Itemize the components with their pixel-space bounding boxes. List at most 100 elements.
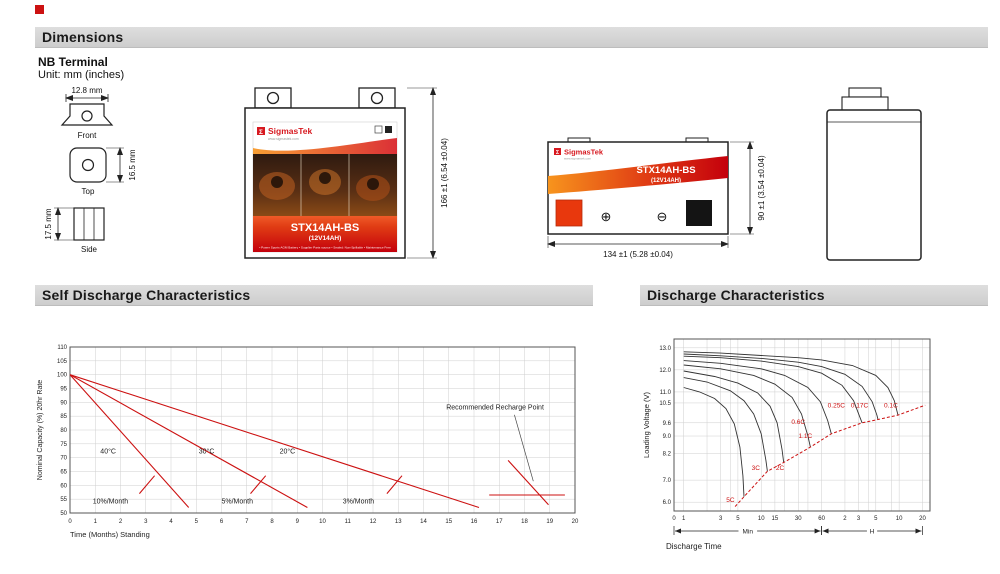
top-terminal-dim: 16.5 mm [128, 149, 137, 180]
x-tick-label: 10 [758, 516, 765, 522]
unit-label: H [870, 529, 875, 536]
x-tick-label: 11 [345, 519, 352, 525]
x-tick-label: 3 [144, 519, 148, 525]
model-rating: (12V14AH) [309, 235, 342, 242]
model-number: STX14AH-BS [291, 222, 359, 234]
series-line-30c [69, 374, 308, 508]
section-title: Self Discharge Characteristics [42, 287, 251, 303]
x-tick-label: 7 [245, 519, 249, 525]
x-tick-label: 60 [818, 516, 825, 522]
curve-0.25C [683, 355, 863, 423]
x-tick-label: 20 [919, 516, 926, 522]
cutoff-line [734, 404, 926, 507]
x-tick-label: 30 [795, 516, 802, 522]
x-tick-label: 0 [68, 519, 72, 525]
front-terminal-label: Front [78, 131, 97, 140]
y-tick-label: 10.5 [659, 401, 671, 407]
unit-label-bg [866, 526, 878, 535]
x-tick-label: 18 [521, 519, 528, 525]
plot-border [673, 338, 931, 512]
x-tick-label: 17 [496, 519, 503, 525]
x-tick-label: 3 [719, 516, 723, 522]
terminal-drawings: 12.8 mm Front 16.5 mm Top 17.5 mm Side [44, 86, 137, 254]
side-terminal-label: Side [81, 245, 98, 254]
y-tick-label: 7.0 [663, 478, 672, 484]
rider-silhouette [271, 176, 283, 188]
curve-0.1C [683, 351, 899, 416]
y-tick-label: 11.0 [660, 390, 672, 396]
x-tick-label: 19 [546, 519, 553, 525]
label-swoosh [548, 156, 728, 194]
x-tick-label: 12 [370, 519, 377, 525]
terminal-bolt-hole [370, 91, 384, 105]
y-tick-label: 75 [60, 442, 67, 448]
plot-border [69, 346, 576, 514]
battery-front-view: Σ SigmasTek www.sigmastek.com STX14AH-BS… [244, 87, 449, 259]
plus-symbol: ⊕ [601, 209, 612, 224]
section-header-self-discharge: Self Discharge Characteristics [35, 285, 593, 306]
front-terminal-hole [81, 110, 93, 122]
x-tick-label: 10 [896, 516, 903, 522]
y-tick-label: 65 [60, 470, 67, 476]
rate-label: 2C [776, 465, 785, 472]
nb-terminal-heading: NB Terminal [38, 55, 108, 69]
y-tick-label: 60 [60, 483, 67, 489]
model-number: STX14AH-BS [636, 165, 695, 176]
x-tick-label: 9 [296, 519, 300, 525]
x-tick-label: 2 [119, 519, 123, 525]
curve-1.1C [683, 364, 811, 448]
corner-mark [35, 5, 44, 14]
rate-label: 0.1C [884, 402, 898, 409]
x-tick-label: 20 [572, 519, 579, 525]
brand-tagline: www.sigmastek.com [564, 157, 592, 161]
x-tick-label: 5 [195, 519, 199, 525]
annotation: 30°C [199, 448, 215, 456]
y-axis-label: Nominal Capacity (%) 20hr Rate [37, 380, 44, 480]
section-title: Dimensions [42, 29, 124, 45]
battery-case [826, 109, 922, 261]
y-tick-label: 80 [60, 428, 67, 434]
x-tick-label: 14 [420, 519, 427, 525]
x-tick-label: 10 [319, 519, 326, 525]
x-axis-label: Discharge Time [666, 542, 722, 551]
annotation: 40°C [100, 448, 116, 456]
unit-label: Min [743, 529, 754, 536]
unit-note: Unit: mm (inches) [38, 69, 125, 81]
height-dimension: 166 ±1 (6.54 ±0.04) [440, 138, 449, 208]
y-tick-label: 13.0 [659, 346, 671, 352]
series-tick-40c [138, 475, 156, 494]
certification-icon [385, 126, 392, 133]
y-tick-label: 55 [60, 497, 67, 503]
top-terminal-label: Top [82, 187, 95, 196]
sigma-logo-icon [257, 127, 265, 135]
x-tick-label: 13 [395, 519, 402, 525]
series-tick-30c [250, 475, 267, 494]
curve-0.6C [683, 360, 832, 434]
annotation: Recommended Recharge Point [446, 404, 544, 411]
section-title: Discharge Characteristics [647, 287, 825, 303]
minus-symbol: ⊖ [657, 209, 668, 224]
sigma-glyph: Σ [556, 150, 560, 156]
annotation: 5%/Month [222, 498, 254, 505]
y-tick-label: 8.2 [663, 452, 672, 458]
y-tick-label: 100 [57, 373, 68, 379]
negative-terminal-marker [686, 200, 712, 226]
rate-label: 3C [752, 465, 761, 472]
x-tick-label: 3 [857, 516, 861, 522]
y-tick-label: 90 [60, 400, 67, 406]
y-tick-label: 110 [57, 345, 67, 351]
side-terminal-shape [73, 207, 105, 241]
x-tick-label: 15 [445, 519, 452, 525]
model-band [253, 216, 397, 252]
series-line-40c [69, 374, 190, 508]
x-tick-label: 4 [169, 519, 173, 525]
model-rating: (12V14AH) [651, 178, 681, 184]
curve-2C [683, 370, 785, 463]
rate-label: 0.17C [851, 402, 869, 409]
sigma-glyph: Σ [259, 129, 263, 136]
positive-terminal-marker [555, 199, 583, 227]
top-terminal-hole [81, 158, 95, 172]
discharge-chart: 13.0 12.0 11.0 10.5 9.6 9.0 8.2 7.0 6.0 0 1 3 5 10 15 3… [642, 338, 931, 551]
x-tick-label: 5 [736, 516, 740, 522]
section-header-dimensions: Dimensions [35, 27, 988, 48]
